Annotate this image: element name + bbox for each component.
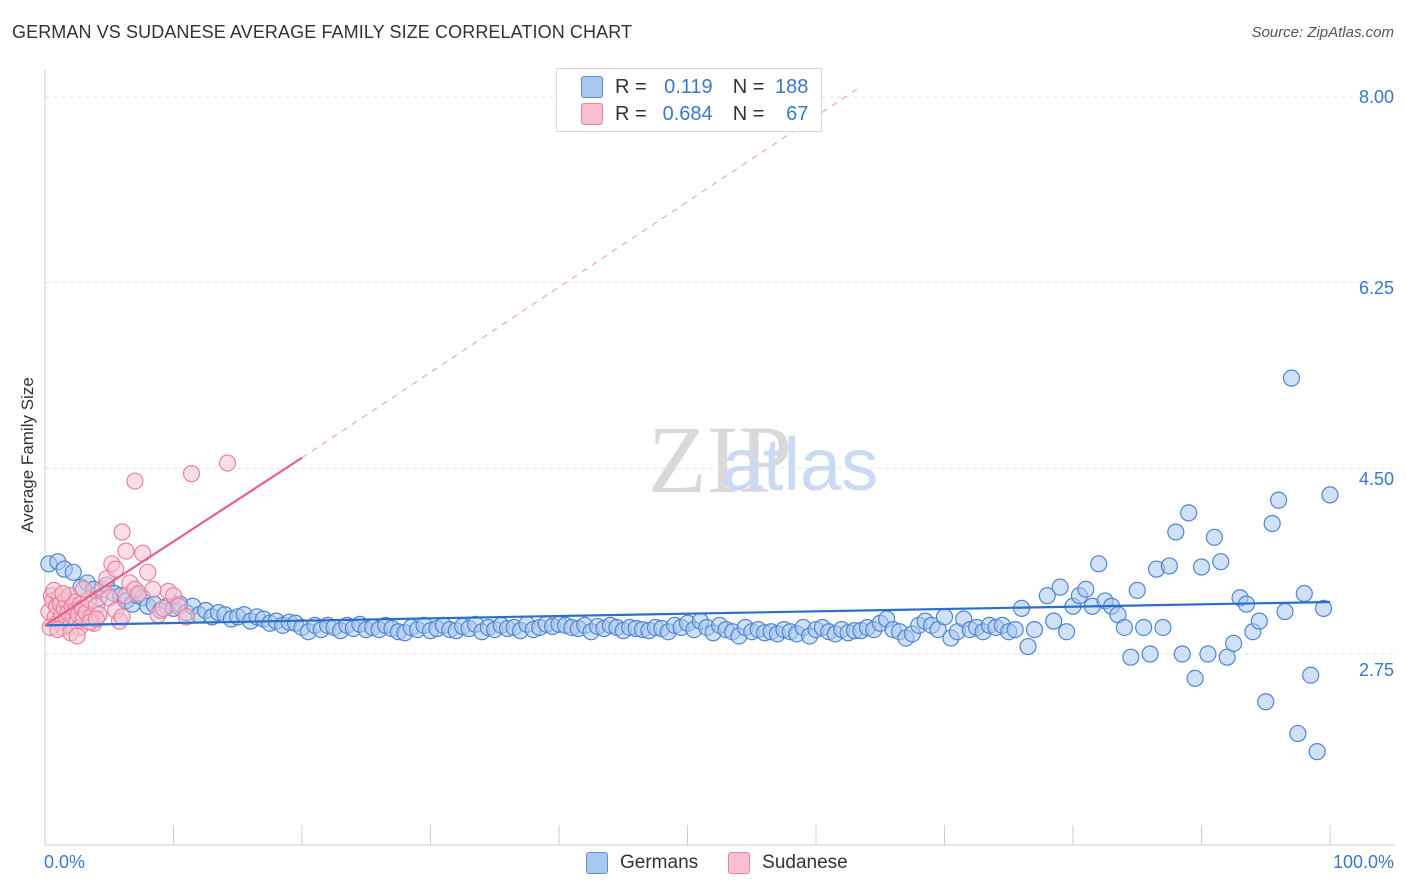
series-legend: Germans Sudanese <box>586 852 878 874</box>
legend-n-value-sudanese: 67 <box>786 102 809 125</box>
german-point <box>1192 558 1211 576</box>
sudanese-point <box>218 454 237 472</box>
german-point <box>1154 618 1172 637</box>
legend-r-label: R = <box>615 102 647 125</box>
x-tick-min: 0.0% <box>44 852 86 872</box>
watermark-zip: ZIP <box>648 406 792 513</box>
legend-swatch-sudanese <box>581 103 603 125</box>
german-point <box>1141 645 1159 663</box>
watermark-atlas: atlas <box>722 423 878 506</box>
german-point <box>1225 634 1243 652</box>
legend-n-label: N = <box>732 102 765 125</box>
gridlines <box>45 96 1395 655</box>
german-point <box>1167 523 1185 541</box>
german-point <box>1269 491 1288 509</box>
legend-n-value-germans: 188 <box>775 75 809 98</box>
y-tick-2-75: 2.75 <box>1358 660 1394 680</box>
german-point <box>1180 504 1198 522</box>
legend-r-value-germans: 0.119 <box>664 75 713 98</box>
sudanese-point <box>182 465 201 483</box>
german-point <box>1186 669 1204 688</box>
german-point <box>64 563 82 581</box>
german-point <box>1057 623 1076 641</box>
trend-lines <box>44 85 1331 627</box>
german-point <box>1006 620 1024 639</box>
german-point <box>1115 618 1134 637</box>
legend-r-value-sudanese: 0.684 <box>662 102 713 125</box>
y-tick-4-50: 4.50 <box>1358 469 1394 489</box>
german-point <box>1051 578 1069 596</box>
sudanese-points <box>40 454 237 645</box>
german-point <box>1160 557 1178 575</box>
german-point <box>1263 514 1281 533</box>
series-swatch-sudanese <box>728 852 751 874</box>
sudanese-point <box>117 542 135 560</box>
german-point <box>1314 599 1333 617</box>
german-point <box>1321 486 1339 504</box>
sudanese-point <box>113 523 131 541</box>
german-point <box>1045 612 1063 630</box>
germans-trend-line <box>44 600 1331 627</box>
sudanese-trend-extension <box>301 85 862 459</box>
german-point <box>1212 553 1230 571</box>
y-tick-6-25: 6.25 <box>1358 278 1394 298</box>
sudanese-point <box>177 608 195 626</box>
legend-row-germans: R = 0.119 N = 188 <box>581 74 808 100</box>
german-point <box>1019 637 1037 656</box>
german-point <box>1257 693 1275 711</box>
german-point <box>1038 587 1056 605</box>
sudanese-point <box>87 610 106 628</box>
sudanese-point <box>130 584 148 603</box>
german-point <box>1308 743 1326 761</box>
axes <box>44 70 1395 846</box>
legend-r-label: R = <box>615 75 647 98</box>
source-credit: Source: ZipAtlas.com <box>1251 24 1394 41</box>
sudanese-point <box>74 580 93 598</box>
y-tick-8-00: 8.00 <box>1358 87 1394 107</box>
german-point <box>1295 584 1313 603</box>
german-point <box>935 608 954 626</box>
series-legend-sudanese[interactable]: Sudanese <box>728 852 848 874</box>
correlation-legend: R = 0.119 N = 188 R = 0.684 N = 67 <box>556 68 822 132</box>
legend-row-sudanese: R = 0.684 N = 67 <box>581 101 808 127</box>
sudanese-point <box>139 563 157 581</box>
german-point <box>1282 369 1301 387</box>
german-point <box>1025 620 1044 639</box>
series-legend-germans[interactable]: Germans <box>586 852 698 874</box>
german-point <box>1205 528 1223 546</box>
chart-title: GERMAN VS SUDANESE AVERAGE FAMILY SIZE C… <box>12 22 633 42</box>
german-point <box>1173 645 1191 663</box>
sudanese-point <box>126 472 144 490</box>
german-point <box>1250 612 1268 630</box>
series-label-sudanese: Sudanese <box>762 852 848 873</box>
series-label-germans: Germans <box>620 852 699 873</box>
sudanese-point <box>107 560 125 578</box>
series-swatch-germans <box>586 852 608 874</box>
german-point <box>1135 618 1153 637</box>
german-point <box>1122 648 1140 666</box>
sudanese-trend-line <box>44 456 303 627</box>
german-point <box>1289 724 1307 743</box>
sudanese-point <box>54 584 72 603</box>
x-tick-max: 100.0% <box>1332 852 1394 872</box>
german-point <box>1218 648 1236 666</box>
legend-n-label: N = <box>732 75 765 98</box>
german-point <box>1276 602 1294 621</box>
german-point <box>1302 666 1320 684</box>
german-point <box>1077 580 1095 598</box>
german-point <box>1199 645 1217 663</box>
sudanese-point <box>113 608 131 626</box>
sudanese-point <box>68 627 86 645</box>
legend-swatch-germans <box>581 76 603 98</box>
sudanese-point <box>144 580 162 598</box>
german-point <box>1128 581 1146 599</box>
german-point <box>1090 555 1108 573</box>
